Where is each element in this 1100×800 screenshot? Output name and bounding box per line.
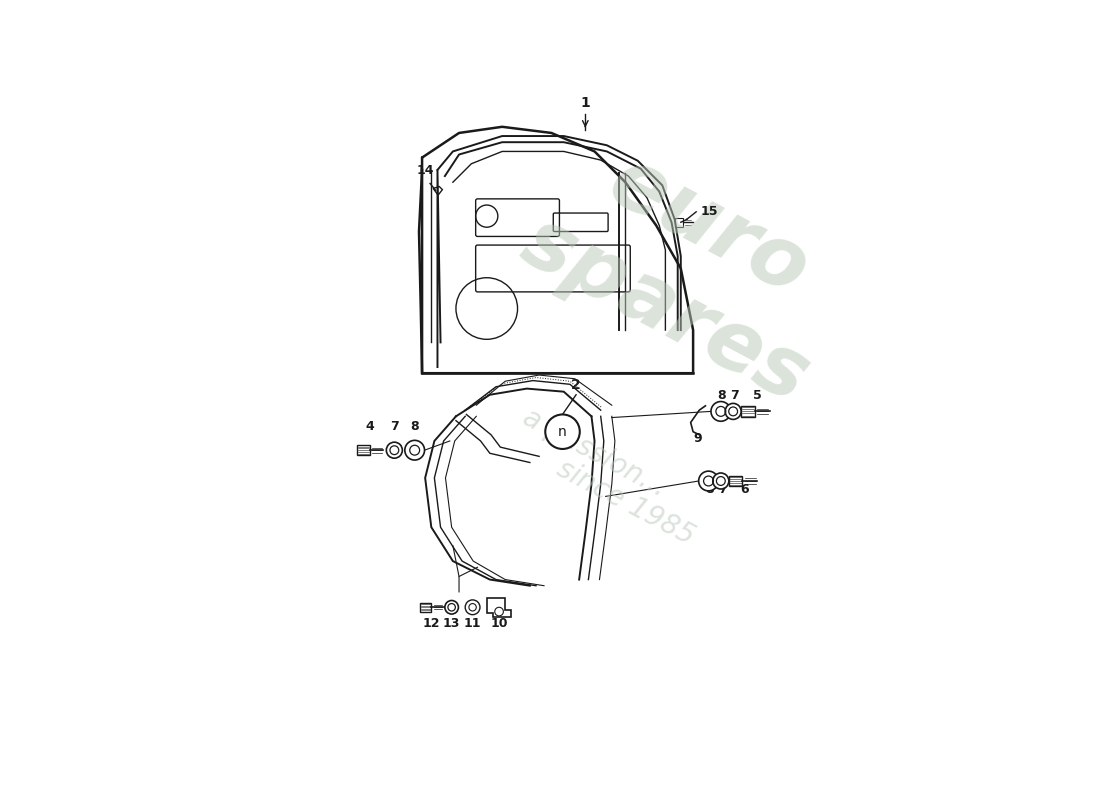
Circle shape	[711, 402, 730, 422]
Circle shape	[698, 471, 718, 491]
Bar	[420, 603, 431, 612]
Text: 4: 4	[365, 421, 374, 434]
Text: n: n	[558, 425, 566, 438]
Text: a passion...: a passion...	[518, 404, 671, 503]
Text: 15: 15	[701, 205, 718, 218]
Text: 5: 5	[754, 389, 762, 402]
Text: since 1985: since 1985	[552, 454, 698, 550]
Circle shape	[725, 403, 741, 419]
Circle shape	[444, 601, 459, 614]
Bar	[674, 218, 683, 226]
Text: 13: 13	[443, 617, 460, 630]
Circle shape	[546, 414, 580, 449]
Text: 6: 6	[740, 483, 749, 496]
Text: 11: 11	[464, 617, 482, 630]
Text: 2: 2	[571, 378, 581, 392]
Circle shape	[386, 442, 403, 458]
Polygon shape	[433, 186, 442, 195]
Circle shape	[465, 600, 480, 614]
Text: 8: 8	[717, 389, 726, 402]
Text: 8: 8	[705, 483, 714, 496]
Circle shape	[405, 440, 425, 460]
Text: 7: 7	[390, 421, 398, 434]
Bar	[741, 406, 755, 417]
Text: 8: 8	[410, 421, 419, 434]
Text: euro
spares: euro spares	[508, 118, 866, 419]
Text: 1: 1	[581, 95, 591, 110]
Text: 7: 7	[730, 389, 739, 402]
Bar	[358, 446, 370, 455]
Text: 14: 14	[417, 164, 433, 178]
Bar	[729, 475, 743, 486]
Polygon shape	[486, 598, 512, 617]
Text: 7: 7	[718, 483, 727, 496]
Circle shape	[713, 473, 729, 489]
Text: 9: 9	[694, 432, 703, 445]
Text: 10: 10	[491, 617, 508, 630]
Text: 12: 12	[422, 617, 440, 630]
